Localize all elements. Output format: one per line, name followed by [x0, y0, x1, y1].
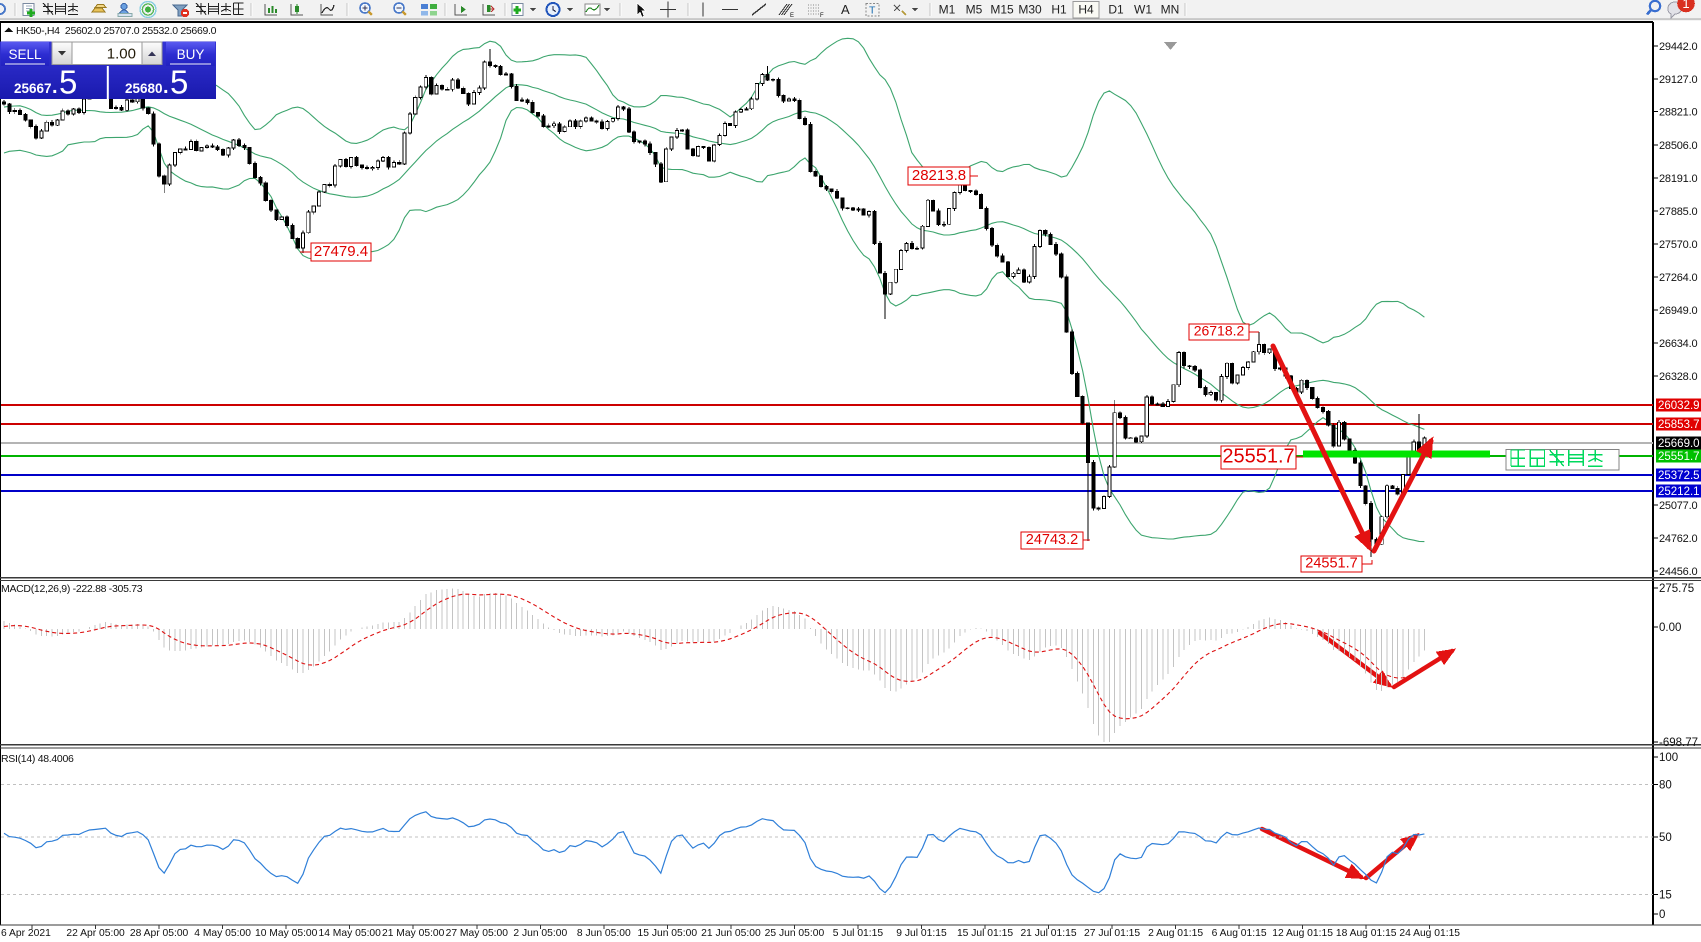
svg-text:RSI(14) 48.4006: RSI(14) 48.4006 [1, 753, 74, 765]
svg-text:21 Jun 05:00: 21 Jun 05:00 [701, 928, 761, 939]
svg-text:6 Aug 01:15: 6 Aug 01:15 [1212, 928, 1267, 939]
svg-text:M5: M5 [966, 3, 983, 17]
svg-text:A: A [841, 2, 850, 17]
svg-text:24762.0: 24762.0 [1659, 533, 1697, 545]
svg-text:28213.8: 28213.8 [912, 167, 966, 184]
svg-text:27885.0: 27885.0 [1659, 206, 1697, 218]
svg-text:T: T [869, 5, 876, 17]
svg-text:-698.77: -698.77 [1659, 737, 1698, 749]
svg-text:29442.0: 29442.0 [1659, 41, 1697, 53]
svg-text:24 Aug 01:15: 24 Aug 01:15 [1399, 928, 1460, 939]
svg-text:25667: 25667 [14, 81, 52, 96]
svg-text:24743.2: 24743.2 [1026, 532, 1078, 548]
svg-text:E: E [790, 13, 794, 19]
svg-text:15 Jul 01:15: 15 Jul 01:15 [957, 928, 1013, 939]
svg-text:14 May 05:00: 14 May 05:00 [318, 928, 381, 939]
svg-text:.: . [163, 76, 169, 98]
svg-text:25680: 25680 [125, 81, 163, 96]
svg-text:2 Jun 05:00: 2 Jun 05:00 [513, 928, 567, 939]
svg-text:4 May 05:00: 4 May 05:00 [194, 928, 251, 939]
svg-text:26634.0: 26634.0 [1659, 338, 1697, 350]
svg-text:2 Aug 01:15: 2 Aug 01:15 [1148, 928, 1203, 939]
svg-text:22 Apr 05:00: 22 Apr 05:00 [66, 928, 125, 939]
svg-text:27570.0: 27570.0 [1659, 239, 1697, 251]
svg-text:25853.7: 25853.7 [1658, 419, 1700, 431]
svg-text:6 Apr 2021: 6 Apr 2021 [1, 928, 51, 939]
svg-text:100: 100 [1659, 752, 1678, 764]
svg-text:21 May 05:00: 21 May 05:00 [382, 928, 445, 939]
svg-text:29127.0: 29127.0 [1659, 74, 1697, 86]
svg-text:25212.1: 25212.1 [1658, 486, 1700, 498]
svg-text:8 Jun 05:00: 8 Jun 05:00 [577, 928, 631, 939]
svg-text:D1: D1 [1108, 3, 1124, 17]
svg-text:26949.0: 26949.0 [1659, 305, 1697, 317]
svg-text:27264.0: 27264.0 [1659, 272, 1697, 284]
svg-text:25551.7: 25551.7 [1222, 446, 1294, 468]
svg-text:10 May 05:00: 10 May 05:00 [255, 928, 318, 939]
svg-text:25 Jun 05:00: 25 Jun 05:00 [765, 928, 825, 939]
svg-text:28 Apr 05:00: 28 Apr 05:00 [130, 928, 189, 939]
svg-text:18 Aug 01:15: 18 Aug 01:15 [1336, 928, 1397, 939]
svg-text:HK50-,H4 25602.0 25707.0 2553: HK50-,H4 25602.0 25707.0 25532.0 25669.0 [16, 25, 217, 37]
svg-text:25669.0: 25669.0 [1658, 438, 1700, 450]
svg-text:.: . [52, 76, 58, 98]
svg-text:1.00: 1.00 [107, 46, 136, 63]
svg-text:12 Aug 01:15: 12 Aug 01:15 [1272, 928, 1333, 939]
svg-text:9 Jul 01:15: 9 Jul 01:15 [896, 928, 947, 939]
svg-text:26328.0: 26328.0 [1659, 371, 1697, 383]
svg-text:27 May 05:00: 27 May 05:00 [446, 928, 509, 939]
svg-text:H4: H4 [1078, 3, 1094, 17]
svg-text:1: 1 [1682, 0, 1689, 11]
svg-text:MACD(12,26,9) -222.88 -305.73: MACD(12,26,9) -222.88 -305.73 [1, 583, 143, 595]
svg-text:0: 0 [1659, 909, 1665, 921]
svg-text:5 Jul 01:15: 5 Jul 01:15 [833, 928, 884, 939]
svg-text:26718.2: 26718.2 [1194, 323, 1245, 339]
svg-text:M1: M1 [939, 3, 956, 17]
svg-text:27 Jul 01:15: 27 Jul 01:15 [1084, 928, 1140, 939]
svg-text:25551.7: 25551.7 [1658, 451, 1700, 463]
svg-text:28821.0: 28821.0 [1659, 107, 1697, 119]
svg-text:MN: MN [1161, 3, 1180, 17]
svg-text:W1: W1 [1134, 3, 1152, 17]
svg-text:H1: H1 [1051, 3, 1067, 17]
svg-text:15 Jun 05:00: 15 Jun 05:00 [638, 928, 698, 939]
svg-text:28506.0: 28506.0 [1659, 140, 1697, 152]
svg-text:5: 5 [59, 64, 77, 101]
svg-text:24456.0: 24456.0 [1659, 566, 1697, 578]
svg-text:5: 5 [170, 64, 188, 101]
svg-text:24551.7: 24551.7 [1305, 556, 1357, 572]
svg-text:28191.0: 28191.0 [1659, 173, 1697, 185]
svg-text:27479.4: 27479.4 [314, 243, 368, 260]
svg-text:M15: M15 [990, 3, 1014, 17]
svg-text:M30: M30 [1018, 3, 1042, 17]
svg-text:50: 50 [1659, 832, 1672, 844]
svg-text:BUY: BUY [177, 47, 205, 62]
svg-text:25077.0: 25077.0 [1659, 500, 1697, 512]
svg-text:25372.5: 25372.5 [1658, 470, 1700, 482]
svg-text:0.00: 0.00 [1659, 622, 1681, 634]
svg-text:80: 80 [1659, 780, 1672, 792]
svg-text:21 Jul 01:15: 21 Jul 01:15 [1020, 928, 1076, 939]
svg-text:SELL: SELL [8, 47, 42, 62]
svg-text:275.75: 275.75 [1659, 583, 1694, 595]
svg-text:15: 15 [1659, 890, 1672, 902]
svg-text:26032.9: 26032.9 [1658, 400, 1700, 412]
svg-text:F: F [820, 13, 824, 19]
